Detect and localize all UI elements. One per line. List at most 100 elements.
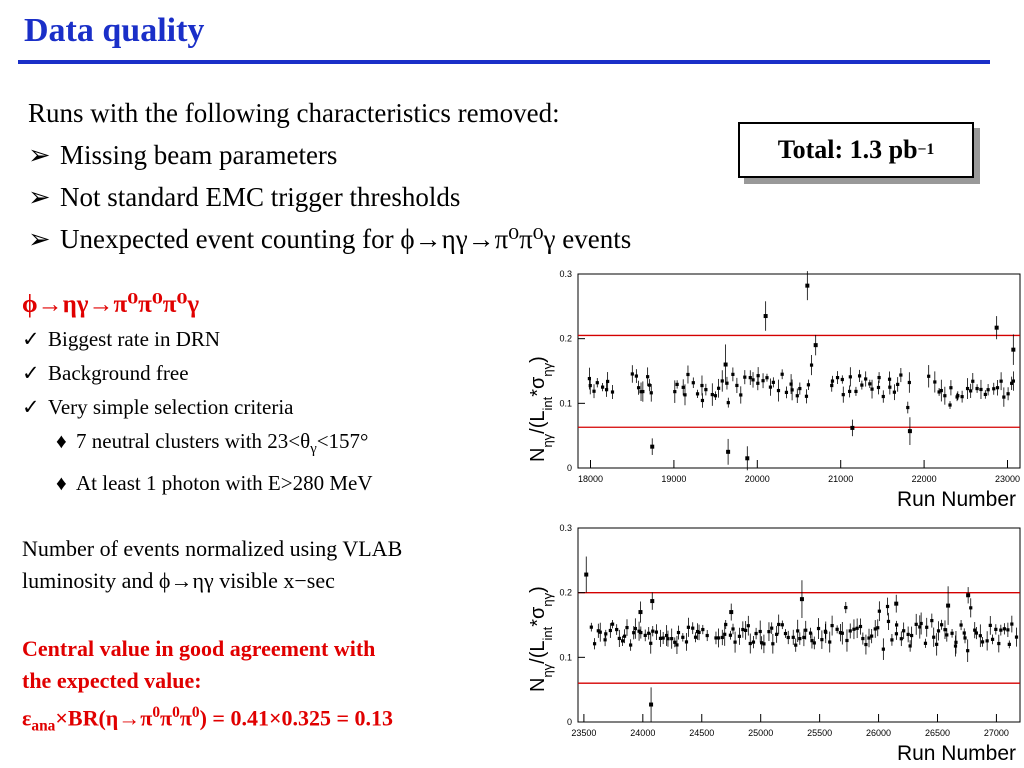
data-point	[649, 391, 653, 395]
data-point	[751, 378, 755, 382]
outlier-point	[894, 601, 899, 606]
data-point	[940, 623, 944, 627]
norm-line: luminosity and ϕ→ηγ visible x−sec	[22, 568, 335, 593]
x-axis-label: Run Number	[897, 742, 1016, 765]
data-point	[634, 374, 638, 378]
data-point	[983, 392, 987, 397]
data-point	[840, 377, 844, 382]
data-point	[604, 388, 609, 392]
data-point	[700, 398, 705, 403]
data-point	[816, 626, 821, 631]
sup-zero: 0	[191, 704, 200, 721]
x-tick-label: 19000	[661, 474, 686, 484]
data-point	[990, 637, 995, 641]
outlier-point	[726, 449, 731, 454]
data-point	[610, 390, 615, 394]
outlier-point	[994, 325, 999, 330]
data-point	[812, 641, 816, 645]
data-point	[997, 641, 1001, 646]
outlier-point	[799, 597, 804, 602]
data-point	[1011, 379, 1015, 383]
data-point	[953, 644, 958, 648]
data-point	[962, 631, 966, 635]
check-text: Background free	[48, 361, 189, 385]
data-point	[780, 372, 784, 376]
data-point	[744, 628, 748, 632]
check-text: Biggest rate in DRN	[48, 327, 221, 351]
data-point	[933, 380, 937, 384]
data-point	[714, 636, 718, 640]
slide-title: Data quality	[24, 12, 205, 49]
data-point	[973, 628, 977, 632]
data-point	[771, 642, 775, 646]
criteria-text: 7 neutral clusters with 23<θ	[76, 429, 311, 453]
data-point	[1002, 395, 1006, 399]
data-point	[809, 363, 814, 367]
data-point	[620, 639, 625, 643]
data-point	[739, 393, 743, 397]
run-stability-plot-2: Nηγ/(Lint*σηγ) 0 0.1 0.2 0.3 23500 24000 24500…	[527, 523, 1021, 765]
data-point	[824, 630, 828, 634]
data-point	[881, 394, 885, 399]
data-point	[830, 623, 834, 628]
data-point	[936, 629, 941, 633]
data-point	[844, 605, 848, 610]
data-point	[1006, 392, 1010, 396]
data-point	[1010, 622, 1014, 626]
data-point	[796, 629, 800, 633]
data-point	[930, 619, 934, 623]
data-point	[852, 627, 856, 631]
data-point	[798, 386, 802, 391]
data-point	[697, 630, 701, 634]
data-point	[923, 641, 928, 645]
data-point	[676, 630, 681, 635]
x-tick-label: 26500	[925, 728, 950, 738]
decay-block: ϕ→ηγ→π⁰π⁰π⁰γ ✓ Biggest rate in DRN ✓ Backg…	[22, 288, 372, 500]
data-point	[728, 633, 733, 637]
data-point	[683, 393, 687, 397]
data-point	[1014, 635, 1019, 639]
run-stability-plot-1: Nηγ/(Lint*σηγ) 0 0.1 0.2 0.3 18000 19000 20000…	[527, 269, 1021, 511]
data-point	[649, 641, 653, 645]
pi-symbol: π	[160, 705, 173, 731]
data-point	[948, 403, 952, 407]
data-point	[861, 636, 865, 641]
data-point	[641, 389, 645, 394]
data-point	[881, 647, 885, 651]
arrow-bullet-icon: ➢	[28, 182, 51, 212]
total-exponent: −1	[917, 141, 935, 158]
data-point	[790, 388, 794, 392]
data-point	[954, 640, 958, 644]
outlier-point	[745, 456, 750, 461]
data-point	[979, 387, 983, 392]
data-point	[992, 387, 996, 391]
data-point	[700, 383, 704, 388]
data-point	[802, 635, 806, 640]
data-point	[686, 372, 690, 377]
data-point	[830, 379, 835, 383]
data-point	[994, 627, 998, 631]
data-point	[588, 383, 592, 388]
data-point	[716, 636, 721, 640]
arrow-bullet-icon: ➢	[28, 224, 51, 254]
x-tick-label: 26000	[866, 728, 891, 738]
data-point	[647, 383, 651, 387]
outlier-point	[763, 314, 768, 319]
data-point	[808, 631, 813, 635]
data-point	[798, 637, 802, 641]
data-point	[795, 394, 799, 398]
title-underline	[18, 60, 990, 64]
data-point	[731, 372, 735, 376]
data-point	[784, 390, 789, 395]
data-point	[988, 623, 992, 627]
data-point	[888, 385, 892, 389]
data-point	[945, 633, 949, 637]
data-point	[767, 630, 771, 634]
data-point	[684, 640, 689, 644]
data-point	[966, 649, 970, 653]
check-item: ✓ Biggest rate in DRN	[22, 322, 372, 356]
data-point	[867, 636, 871, 640]
data-point	[848, 375, 852, 379]
outlier-point	[649, 702, 654, 707]
data-point	[876, 385, 881, 390]
